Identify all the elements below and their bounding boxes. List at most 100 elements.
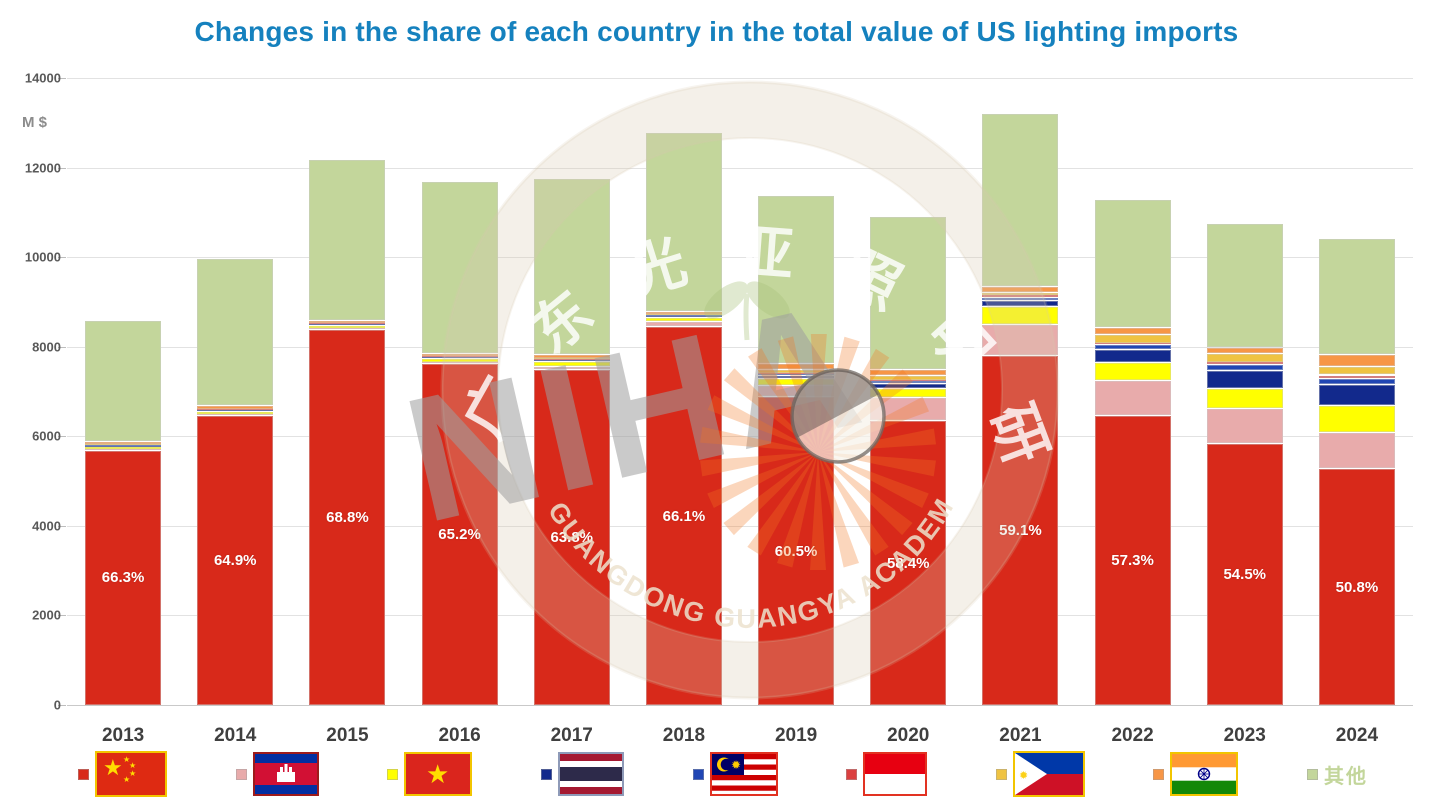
- china-share-label-2015: 68.8%: [326, 509, 369, 527]
- bar-segment-china-2013: [85, 450, 162, 705]
- legend-item-china: ★ ★ ★ ★ ★: [78, 751, 167, 797]
- bar-2021: 59.1% 2021: [982, 78, 1059, 746]
- bar-segment-others-2019: [758, 195, 835, 364]
- bar-segment-china-2020: [870, 421, 947, 705]
- china-share-label-2017: 63.8%: [550, 529, 594, 547]
- y-axis-tick: [58, 615, 66, 617]
- bar-segment-vietnam-2019: [758, 378, 835, 385]
- bar-segment-vietnam-2013: [85, 446, 162, 449]
- bar-segment-others-2022: [1094, 200, 1171, 328]
- gridline-4000: [67, 525, 1413, 527]
- chart-title: Changes in the share of each country in …: [194, 16, 1239, 47]
- bar-segment-india-2020: [870, 370, 947, 375]
- bar-segment-philippines-2023: [1206, 354, 1283, 363]
- legend-marker-indonesia: [846, 768, 858, 780]
- gridline-0: [67, 705, 1413, 706]
- bar-segment-malaysia-2022: [1094, 345, 1171, 349]
- bar-segment-malaysia-2023: [1206, 365, 1283, 371]
- bar-segment-india-2019: [758, 364, 835, 369]
- legend-marker-cambodia: [235, 768, 247, 780]
- y-axis-label: 12000: [24, 160, 61, 176]
- bar-segment-thailand-2019: [758, 375, 835, 378]
- y-axis-tick: [58, 167, 66, 169]
- china-share-label-2014: 64.9%: [213, 551, 257, 569]
- legend-marker-philippines: [995, 768, 1007, 780]
- legend-item-thailand: [540, 752, 624, 796]
- bar-segment-indonesia-2023: [1206, 362, 1283, 365]
- gridline-14000: [67, 78, 1413, 79]
- legend-item-vietnam: ★: [387, 752, 473, 796]
- legend: ★ ★ ★ ★ ★ ★: [78, 748, 1368, 800]
- bar-segment-india-2013: [85, 441, 162, 444]
- flag-china-icon: ★ ★ ★ ★ ★: [95, 751, 167, 797]
- flag-thailand-icon: [557, 752, 624, 796]
- flag-malaysia-icon: ✹: [709, 752, 778, 796]
- svg-text:★: ★: [123, 755, 130, 764]
- bar-segment-vietnam-2020: [870, 389, 947, 398]
- bar-2016: 65.2% 2016: [421, 78, 498, 746]
- bar-segment-philippines-2020: [870, 375, 947, 380]
- bar-segment-china-2023: [1206, 443, 1283, 705]
- bar-segment-vietnam-2022: [1094, 363, 1171, 381]
- y-axis-label: 10000: [24, 249, 61, 265]
- bar-segment-india-2016: [421, 353, 498, 356]
- bar-2013: 66.3% 2013: [85, 78, 162, 746]
- gridline-6000: [67, 436, 1413, 438]
- y-axis-label: 8000: [32, 339, 61, 355]
- bar-segment-cambodia-2016: [421, 361, 498, 364]
- legend-others-label: 其他: [1324, 765, 1368, 788]
- bar-segment-thailand-2022: [1094, 349, 1171, 363]
- y-axis-unit-label: M $: [22, 114, 48, 131]
- bar-segment-cambodia-2024: [1318, 432, 1395, 469]
- legend-item-philippines: ✹: [995, 751, 1085, 797]
- bar-segment-india-2015: [309, 320, 386, 323]
- gridline-8000: [67, 346, 1413, 348]
- bar-segment-malaysia-2021: [982, 297, 1059, 300]
- bar-segment-malaysia-2020: [870, 380, 947, 383]
- flag-cambodia-icon: [252, 752, 319, 796]
- bar-segment-malaysia-2024: [1318, 378, 1395, 384]
- bar-segment-vietnam-2016: [421, 358, 498, 362]
- bar-segment-cambodia-2021: [982, 324, 1059, 356]
- x-axis-label-2023: 2023: [1223, 725, 1266, 746]
- bar-2014: 64.9% 2014: [197, 78, 274, 746]
- bar-segment-vietnam-2021: [982, 307, 1059, 324]
- china-share-label-2021: 59.1%: [999, 522, 1042, 540]
- y-axis-tick: [58, 78, 66, 79]
- bar-segment-vietnam-2024: [1318, 405, 1395, 432]
- bar-segment-china-2017: [533, 370, 610, 705]
- x-axis-label-2021: 2021: [999, 725, 1042, 746]
- bar-segment-cambodia-2017: [533, 367, 610, 370]
- legend-item-cambodia: [235, 752, 319, 796]
- x-axis-label-2022: 2022: [1111, 725, 1154, 746]
- legend-marker-thailand: [540, 768, 552, 780]
- legend-marker-china: [78, 768, 89, 780]
- x-axis-label-2019: 2019: [774, 725, 818, 746]
- svg-text:★: ★: [426, 759, 449, 789]
- x-axis-label-2016: 2016: [438, 725, 481, 746]
- plot-area: M $ 0 2000 4000 6000 8000 10000 12000 14000 66.…: [22, 71, 1413, 746]
- y-axis-tick: [58, 346, 66, 348]
- gridline-2000: [67, 615, 1413, 617]
- bar-segment-vietnam-2018: [645, 317, 722, 321]
- y-axis-tick: [58, 525, 66, 527]
- flag-india-icon: [1170, 752, 1239, 796]
- bar-segment-others-2017: [533, 179, 610, 355]
- bar-segment-others-2014: [197, 259, 274, 405]
- bar-segment-china-2014: [197, 415, 274, 705]
- bar-segment-cambodia-2018: [645, 321, 722, 327]
- y-axis-tick: [58, 257, 66, 259]
- svg-text:✹: ✹: [1019, 770, 1028, 782]
- bar-segment-indonesia-2024: [1318, 375, 1395, 378]
- bar-2015: 68.8% 2015: [309, 78, 386, 746]
- bar-segment-cambodia-2022: [1094, 381, 1171, 416]
- svg-text:✹: ✹: [731, 758, 741, 772]
- bar-segment-others-2015: [309, 159, 386, 320]
- bar-segment-others-2023: [1206, 224, 1283, 348]
- bar-segment-india-2018: [645, 311, 722, 315]
- bar-segment-india-2022: [1094, 328, 1171, 335]
- gridline-10000: [67, 257, 1413, 259]
- bar-segment-vietnam-2014: [197, 411, 274, 414]
- flag-vietnam-icon: ★: [404, 752, 473, 796]
- bar-segment-china-2024: [1318, 469, 1395, 705]
